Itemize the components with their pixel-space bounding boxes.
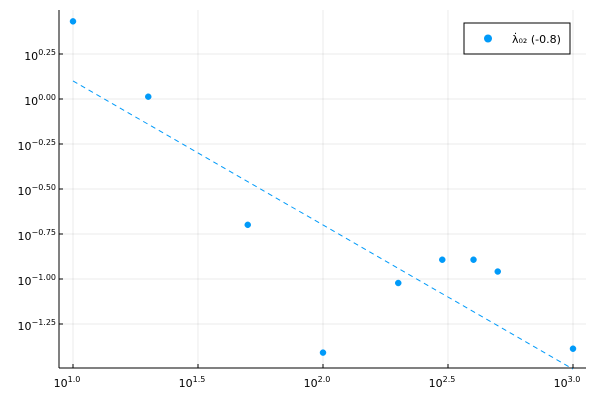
data-point: [470, 256, 477, 263]
y-tick-label: 10−1.00: [17, 273, 56, 288]
data-point: [439, 256, 446, 263]
y-tick-label: 100.00: [24, 93, 56, 108]
legend-label: λ̇₀₂ (-0.8): [512, 32, 561, 46]
x-axis-ticks: 101.0 101.5 102.0 102.5 103.0: [54, 364, 581, 390]
x-tick-label: 102.5: [429, 375, 456, 390]
y-tick-label: 10−0.75: [17, 228, 56, 243]
data-point: [145, 93, 152, 100]
y-tick-label: 100.25: [24, 48, 56, 63]
y-axis-ticks: 100.25 100.00 10−0.25 10−0.50 10−0.75 10−1.00…: [17, 48, 63, 333]
y-tick-label: 10−0.50: [17, 183, 56, 198]
legend: λ̇₀₂ (-0.8): [463, 22, 571, 55]
legend-box: [463, 22, 571, 55]
data-point: [494, 268, 501, 275]
data-point: [395, 279, 402, 287]
data-point: [244, 221, 251, 229]
x-tick-label: 101.5: [179, 375, 206, 390]
data-point: [69, 18, 77, 25]
fit-line: [72, 80, 574, 370]
data-point: [319, 349, 327, 356]
grid-lines: [59, 10, 586, 368]
data-marks: [69, 18, 577, 370]
data-point: [569, 345, 577, 352]
x-tick-label: 103.0: [554, 375, 581, 390]
y-tick-label: 10−0.25: [17, 138, 56, 153]
y-tick-label: 10−1.25: [17, 318, 56, 333]
legend-marker: [484, 34, 492, 43]
x-tick-label: 102.0: [304, 375, 331, 390]
x-tick-label: 101.0: [54, 375, 81, 390]
